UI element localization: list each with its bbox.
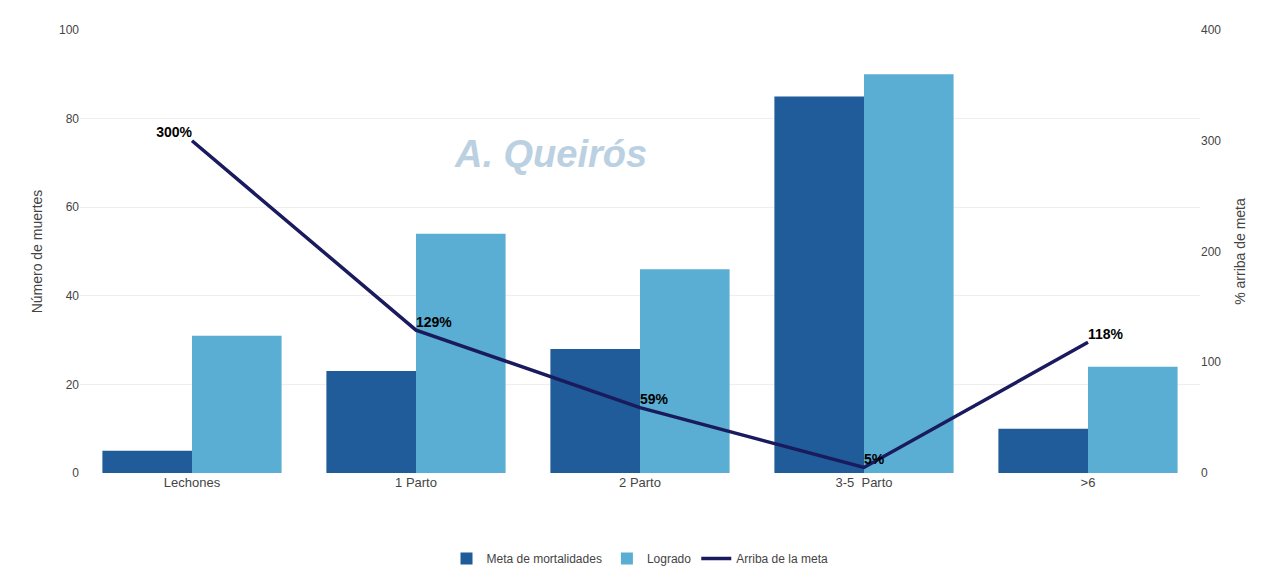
svg-text:129%: 129% xyxy=(416,314,452,330)
svg-text:Meta de mortalidades: Meta de mortalidades xyxy=(487,552,602,566)
svg-text:400: 400 xyxy=(1201,23,1221,37)
svg-text:% arriba de meta: % arriba de meta xyxy=(1232,198,1248,305)
svg-text:Logrado: Logrado xyxy=(647,552,691,566)
svg-text:2 Parto: 2 Parto xyxy=(619,475,661,490)
svg-text:Número de muertes: Número de muertes xyxy=(29,190,45,314)
svg-text:1 Parto: 1 Parto xyxy=(395,475,437,490)
svg-text:5%: 5% xyxy=(864,451,885,467)
svg-text:0: 0 xyxy=(72,466,79,480)
svg-text:>6: >6 xyxy=(1081,475,1096,490)
svg-text:20: 20 xyxy=(66,378,80,392)
svg-text:100: 100 xyxy=(59,23,79,37)
svg-text:40: 40 xyxy=(66,289,80,303)
svg-text:200: 200 xyxy=(1201,245,1221,259)
svg-text:300%: 300% xyxy=(156,124,192,140)
svg-text:59%: 59% xyxy=(640,391,669,407)
svg-text:Arriba de la meta: Arriba de la meta xyxy=(736,552,828,566)
svg-text:3-5 Parto: 3-5 Parto xyxy=(835,475,892,490)
svg-text:300: 300 xyxy=(1201,134,1221,148)
svg-text:80: 80 xyxy=(66,112,80,126)
svg-text:118%: 118% xyxy=(1088,326,1124,342)
svg-text:Lechones: Lechones xyxy=(164,475,221,490)
svg-text:100: 100 xyxy=(1201,355,1221,369)
svg-text:60: 60 xyxy=(66,200,80,214)
svg-text:0: 0 xyxy=(1201,466,1208,480)
svg-text:A. Queirós: A. Queirós xyxy=(454,133,647,175)
